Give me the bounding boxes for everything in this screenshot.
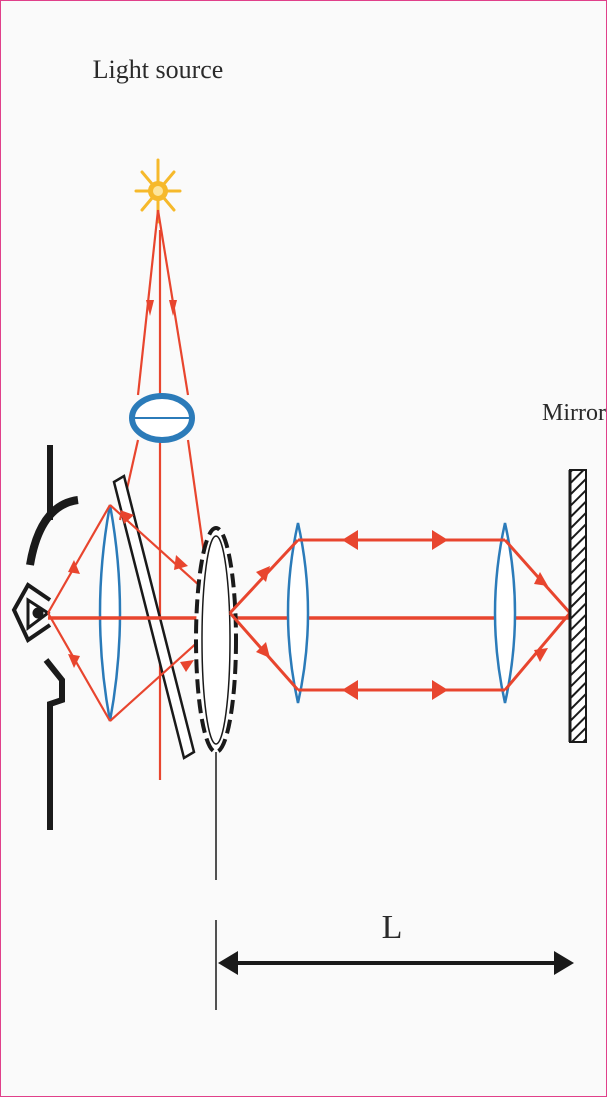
collimator-lens-right-icon xyxy=(493,522,517,704)
toothed-wheel-icon xyxy=(194,526,238,880)
collimator-lens-left-icon xyxy=(286,522,310,704)
condenser-lens-icon xyxy=(129,393,195,443)
eyepiece-lens-icon xyxy=(98,504,122,722)
eyepiece-ray-arrows xyxy=(68,510,194,672)
mirror-label: Mirror xyxy=(542,400,606,426)
ray-arrowheads-top xyxy=(146,300,177,316)
distance-label: L xyxy=(382,909,403,946)
incoming-rays xyxy=(118,209,214,780)
mirror-icon xyxy=(568,469,587,743)
light-source-label: Light source xyxy=(93,55,224,84)
distance-arrow xyxy=(215,920,574,1010)
eye-icon xyxy=(11,445,79,830)
path-ray-arrows xyxy=(256,530,548,700)
path-rays xyxy=(228,538,572,692)
